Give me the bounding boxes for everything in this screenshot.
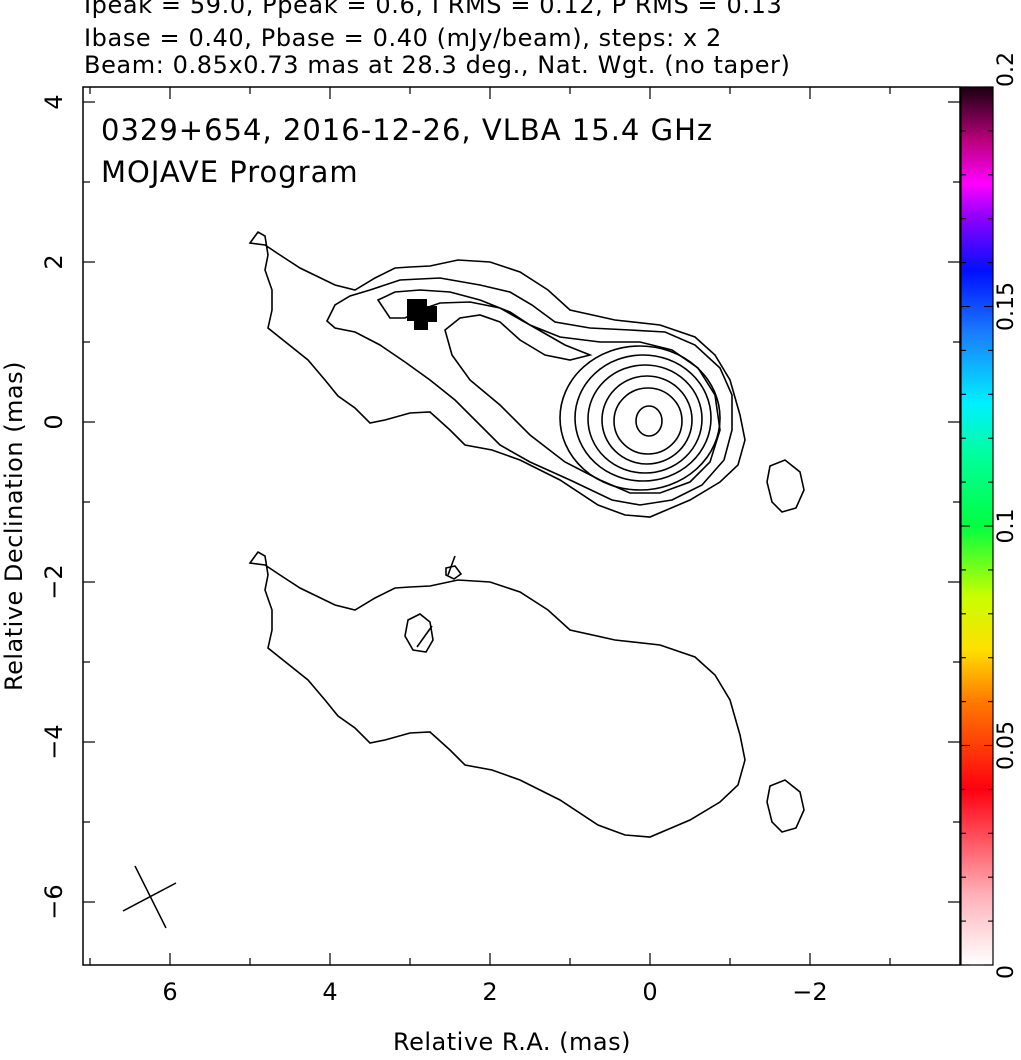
y-tick-label: −6 xyxy=(40,884,68,919)
x-tick-label: 4 xyxy=(322,978,337,1006)
x-axis-label: Relative R.A. (mas) xyxy=(393,1028,631,1056)
colorbar-ticks xyxy=(961,86,993,966)
contour-level-3 xyxy=(376,289,721,494)
colorbar-tick-labels: 0 0.05 0.1 0.15 0.2 xyxy=(994,52,1019,979)
y-tick-label: 2 xyxy=(40,254,68,269)
header-line-peaks: Ipeak = 59.0, Ppeak = 0.6, I RMS = 0.12,… xyxy=(84,0,783,19)
polarized-pixel xyxy=(407,299,437,330)
colorbar-tick-label: 0.1 xyxy=(994,509,1019,544)
axis-ticks xyxy=(83,87,960,965)
contour-level-8 xyxy=(613,387,683,455)
evpa-vectors xyxy=(416,555,456,648)
contour-level-7 xyxy=(601,375,693,465)
contour-level-2 xyxy=(326,277,733,506)
chart-title: 0329+654, 2016-12-26, VLBA 15.4 GHz xyxy=(101,113,714,147)
colorbar-tick-label: 0 xyxy=(994,965,1019,979)
contour-level-5 xyxy=(574,354,712,482)
beam-cross xyxy=(122,865,177,929)
plot-frame xyxy=(82,86,961,966)
x-tick-label: 6 xyxy=(162,978,177,1006)
header-line-base: Ibase = 0.40, Pbase = 0.40 (mJy/beam), s… xyxy=(84,24,722,52)
y-tick-label: −2 xyxy=(40,564,68,599)
colorbar-tick-label: 0.05 xyxy=(994,721,1019,770)
polarization-blob-left xyxy=(404,613,434,653)
contour-satellite-blob xyxy=(766,459,805,513)
intensity-contours xyxy=(248,230,805,518)
x-tick-label: −2 xyxy=(792,978,827,1006)
polarization-outline xyxy=(248,550,746,838)
y-tick-labels: 4 2 0 −2 −4 −6 xyxy=(40,94,68,919)
contour-level-1 xyxy=(248,230,746,518)
polarization-blob-small xyxy=(445,565,463,580)
contour-level-6 xyxy=(587,364,703,474)
x-tick-label: 0 xyxy=(642,978,657,1006)
x-tick-label: 2 xyxy=(482,978,497,1006)
polarization-blob-right xyxy=(766,779,805,833)
evpa-stick xyxy=(447,555,456,576)
contour-level-4 xyxy=(559,345,721,491)
y-tick-label: −4 xyxy=(40,724,68,759)
evpa-stick xyxy=(416,625,433,648)
header-line-beam: Beam: 0.85x0.73 mas at 28.3 deg., Nat. W… xyxy=(84,51,791,79)
contour-level-9 xyxy=(635,405,663,437)
polarization-contours xyxy=(248,550,805,838)
y-tick-label: 0 xyxy=(40,414,68,429)
colorbar-tick-label: 0.15 xyxy=(994,282,1019,331)
y-axis-label: Relative Declination (mas) xyxy=(0,360,28,692)
x-tick-labels: 6 4 2 0 −2 xyxy=(162,978,827,1006)
y-tick-label: 4 xyxy=(40,94,68,109)
chart-subtitle: MOJAVE Program xyxy=(101,155,359,189)
colorbar-tick-label: 0.2 xyxy=(994,52,1019,87)
